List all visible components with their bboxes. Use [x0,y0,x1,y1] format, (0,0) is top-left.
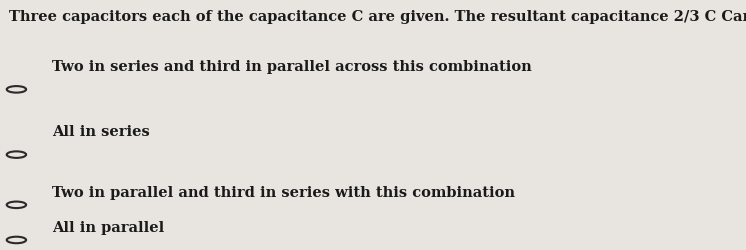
Text: Three capacitors each of the capacitance C are given. The resultant capacitance : Three capacitors each of the capacitance… [9,10,746,24]
Text: Two in series and third in parallel across this combination: Two in series and third in parallel acro… [52,60,532,74]
Text: Two in parallel and third in series with this combination: Two in parallel and third in series with… [52,185,515,199]
Text: All in series: All in series [52,125,150,139]
Text: All in parallel: All in parallel [52,220,164,234]
